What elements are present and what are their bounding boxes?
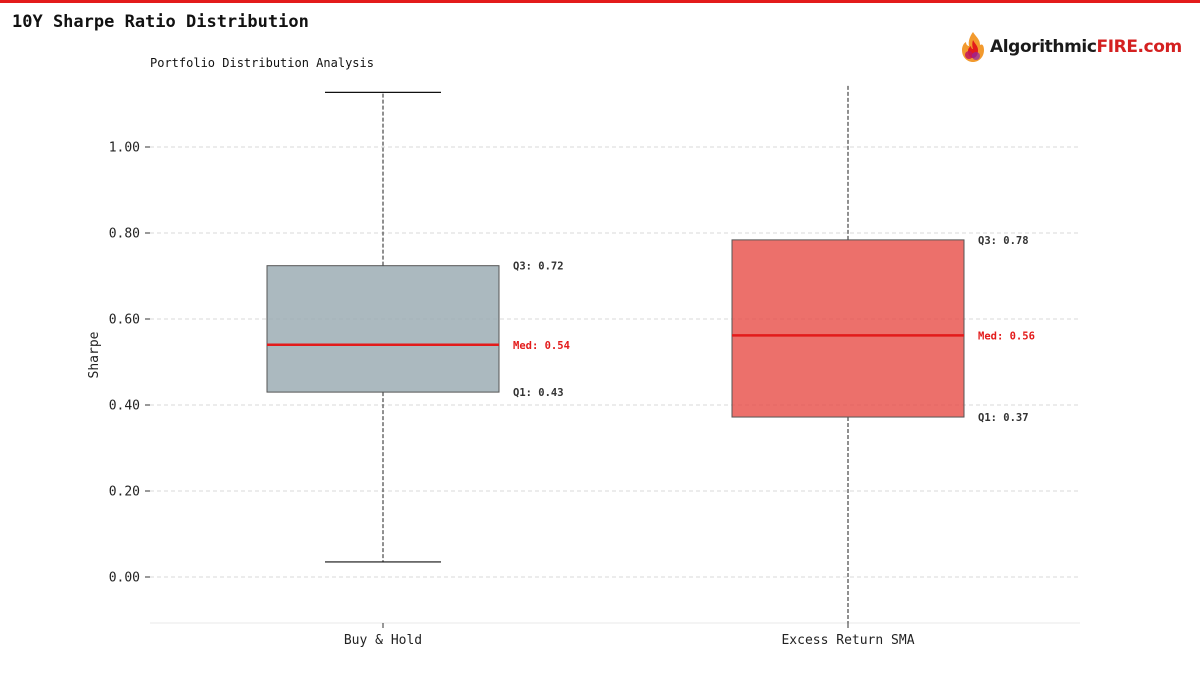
box-1	[266, 265, 500, 393]
top-accent-bar	[0, 0, 1200, 3]
page-title: 10Y Sharpe Ratio Distribution	[12, 12, 309, 32]
y-tick-label: 0.80	[109, 227, 140, 242]
logo-text-part2: FIRE	[1096, 37, 1138, 57]
q3-label: Q3: 0.72	[513, 261, 564, 273]
median-label: Med: 0.56	[978, 330, 1035, 342]
logo-text-part3: .com	[1137, 37, 1183, 57]
flame-brain-icon	[962, 32, 984, 62]
y-tick-label: 0.40	[109, 399, 140, 414]
q3-label: Q3: 0.78	[978, 235, 1029, 247]
box-2	[731, 239, 965, 418]
y-axis-label: Sharpe	[87, 331, 102, 378]
y-tick-label: 0.20	[109, 485, 140, 500]
x-tick-label: Excess Return SMA	[781, 633, 914, 648]
y-tick-label: 1.00	[109, 141, 140, 156]
logo: AlgorithmicFIRE.com	[960, 30, 1182, 64]
logo-text-part1: Algorithmic	[990, 37, 1097, 57]
y-tick-label: 0.00	[109, 571, 140, 586]
chart-subtitle: Portfolio Distribution Analysis	[150, 56, 374, 70]
logo-text: AlgorithmicFIRE.com	[990, 37, 1182, 57]
y-tick-label: 0.60	[109, 313, 140, 328]
x-tick-label: Buy & Hold	[344, 633, 422, 648]
q1-label: Q1: 0.37	[978, 412, 1029, 424]
median-label: Med: 0.54	[513, 340, 570, 352]
q1-label: Q1: 0.43	[513, 387, 564, 399]
